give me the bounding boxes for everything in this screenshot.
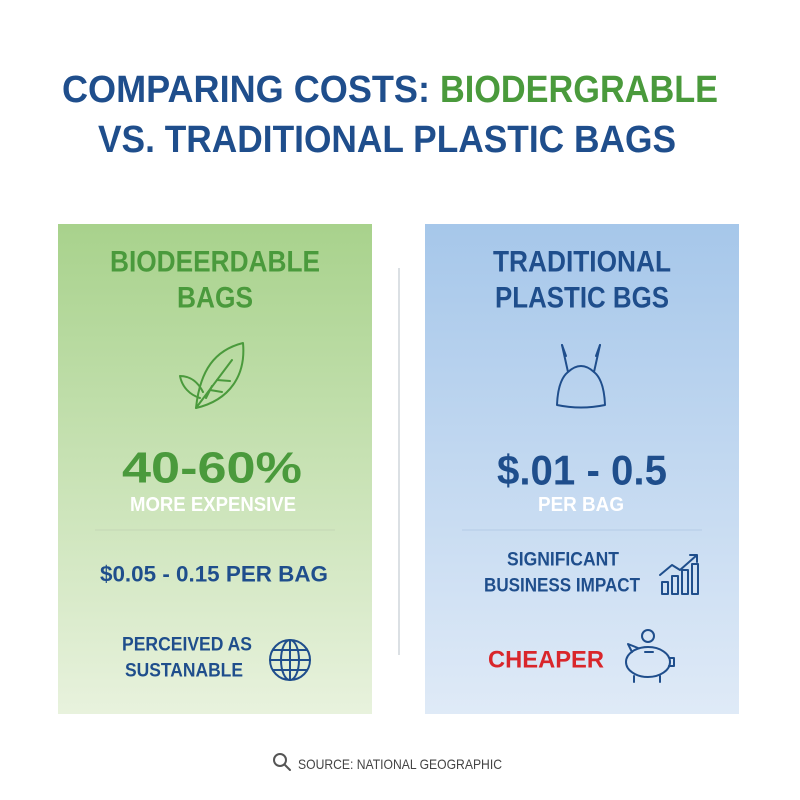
panel-heading: BIODEERDABLE [110,246,320,279]
panel-heading: BAGS [177,282,253,315]
source: SOURCE: NATIONAL GEOGRAPHIC [298,756,502,772]
piggy-bank-icon [625,629,675,683]
note: SIGNIFICANT [507,550,619,571]
figure: $.01 - 0.5 [497,447,667,494]
growth-icon [659,554,699,595]
title-lead: COMPARING COSTS: [62,69,430,111]
figure-caption: MORE EXPENSIVE [130,494,296,516]
title-line2: VS. TRADITIONAL PLASTIC BAGS [98,119,676,161]
leaf-icon [179,342,245,409]
note: SUSTANABLE [125,661,243,682]
note: PERCEIVED AS [122,635,252,656]
search-icon [273,753,291,771]
highlight: CHEAPER [488,647,604,674]
globe-icon [269,639,311,681]
panel-biodegradable [58,224,372,714]
figure: 40-60% [122,444,302,493]
bag-icon [556,344,606,409]
note: BUSINESS IMPACT [484,576,640,597]
figure-caption: PER BAG [538,494,624,516]
panel-heading: TRADITIONAL [493,246,671,279]
title-highlight: BIODERGRABLE [440,69,718,111]
panel-heading: PLASTIC BGS [495,282,669,315]
price: $0.05 - 0.15 PER BAG [100,562,328,587]
panel-plastic [425,224,739,714]
